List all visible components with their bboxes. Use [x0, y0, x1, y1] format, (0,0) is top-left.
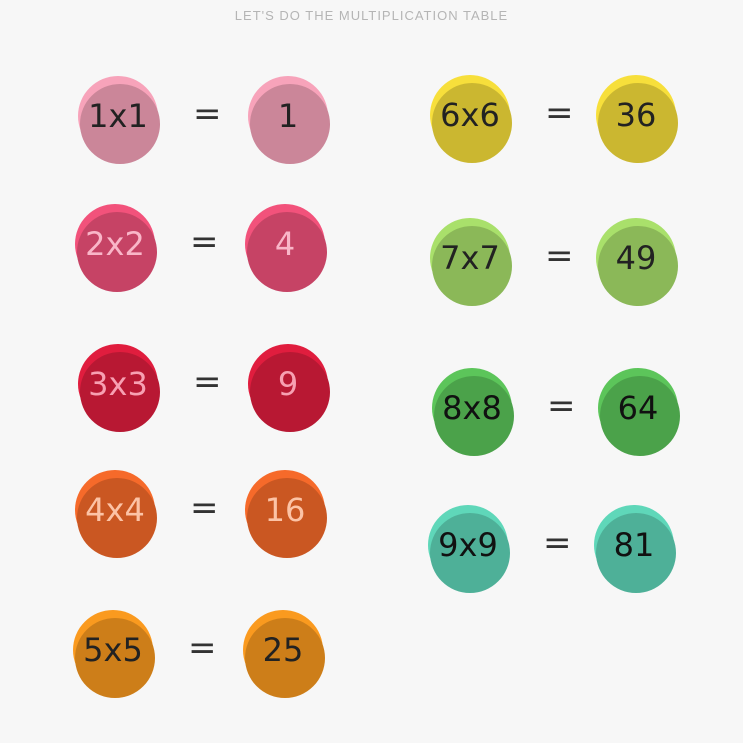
result-text: 4 — [274, 225, 296, 263]
equation-row: 9x9 = 81 — [428, 505, 728, 605]
equation-row: 4x4 = 16 — [75, 470, 375, 570]
result-text: 81 — [613, 526, 655, 564]
result-disc: 9 — [248, 344, 328, 424]
expression-disc: 7x7 — [430, 218, 510, 298]
result-text: 64 — [617, 389, 659, 427]
result-text: 25 — [262, 631, 304, 669]
equation-row: 2x2 = 4 — [75, 204, 375, 304]
expression-text: 9x9 — [438, 526, 498, 564]
expression-disc: 2x2 — [75, 204, 155, 284]
expression-text: 2x2 — [85, 225, 145, 263]
expression-disc: 6x6 — [430, 75, 510, 155]
equation-row: 5x5 = 25 — [73, 610, 373, 710]
result-disc: 49 — [596, 218, 676, 298]
result-text: 16 — [264, 491, 306, 529]
equation-row: 6x6 = 36 — [430, 75, 730, 175]
page-title: LET'S DO THE MULTIPLICATION TABLE — [234, 8, 509, 23]
result-disc: 64 — [598, 368, 678, 448]
expression-disc: 3x3 — [78, 344, 158, 424]
equals-sign: = — [193, 362, 222, 402]
result-text: 36 — [615, 96, 657, 134]
expression-text: 4x4 — [85, 491, 145, 529]
result-disc: 4 — [245, 204, 325, 284]
equals-sign: = — [543, 523, 572, 563]
expression-text: 5x5 — [83, 631, 143, 669]
result-disc: 1 — [248, 76, 328, 156]
equals-sign: = — [193, 94, 222, 134]
equals-sign: = — [188, 628, 217, 668]
equals-sign: = — [190, 488, 219, 528]
equation-row: 1x1 = 1 — [78, 76, 378, 176]
result-disc: 16 — [245, 470, 325, 550]
expression-disc: 9x9 — [428, 505, 508, 585]
equation-row: 8x8 = 64 — [432, 368, 732, 468]
result-text: 1 — [277, 97, 299, 135]
expression-text: 1x1 — [88, 97, 148, 135]
equals-sign: = — [545, 93, 574, 133]
equation-row: 3x3 = 9 — [78, 344, 378, 444]
equals-sign: = — [545, 236, 574, 276]
result-disc: 81 — [594, 505, 674, 585]
equals-sign: = — [547, 386, 576, 426]
expression-text: 7x7 — [440, 239, 500, 277]
expression-disc: 1x1 — [78, 76, 158, 156]
expression-text: 3x3 — [88, 365, 148, 403]
result-disc: 36 — [596, 75, 676, 155]
result-text: 9 — [277, 365, 299, 403]
expression-disc: 4x4 — [75, 470, 155, 550]
equals-sign: = — [190, 222, 219, 262]
expression-text: 6x6 — [440, 96, 500, 134]
expression-disc: 8x8 — [432, 368, 512, 448]
result-text: 49 — [615, 239, 657, 277]
expression-disc: 5x5 — [73, 610, 153, 690]
equation-row: 7x7 = 49 — [430, 218, 730, 318]
result-disc: 25 — [243, 610, 323, 690]
expression-text: 8x8 — [442, 389, 502, 427]
